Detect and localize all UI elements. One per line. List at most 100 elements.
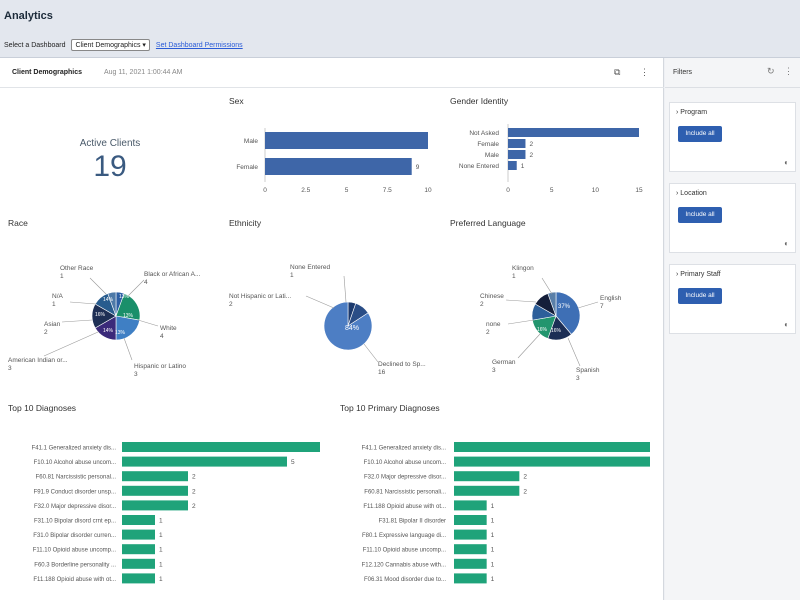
pie-slice <box>323 301 373 351</box>
pie-slice <box>547 291 557 317</box>
data-label: 2 <box>523 474 527 481</box>
category-label: F80.1 Expressive language di... <box>362 533 446 539</box>
category-label: Not Asked <box>469 130 499 137</box>
present-icon[interactable]: ⧉ <box>614 67 621 77</box>
slice-count: 3 <box>576 375 580 382</box>
leader-line <box>577 301 599 309</box>
category-label: F06.31 Mood disorder due to... <box>364 577 446 583</box>
filter-settings-icon[interactable]: ◐ <box>784 320 789 329</box>
category-label: F60.3 Borderline personality ... <box>34 562 116 568</box>
data-label: 2 <box>192 488 196 495</box>
slice-count: 2 <box>486 329 490 336</box>
category-label: None Entered <box>459 163 499 170</box>
bar <box>454 573 487 584</box>
bar <box>454 471 520 482</box>
more-options-icon[interactable]: ⋮ <box>784 66 793 76</box>
slice-count: 1 <box>290 272 294 279</box>
data-label: 9 <box>416 164 420 171</box>
category-label: F11.10 Opioid abuse uncomp... <box>363 548 447 554</box>
bar <box>454 500 487 511</box>
bar <box>265 158 412 175</box>
tick-label: 0 <box>506 187 510 194</box>
include-all-button[interactable]: Include all <box>678 288 722 304</box>
data-label: 2 <box>192 474 196 481</box>
more-options-icon[interactable]: ⋮ <box>640 67 649 77</box>
category-label: F32.0 Major depressive disor... <box>364 475 446 481</box>
tick-label: 10 <box>424 187 432 194</box>
dashboard-name: Client Demographics <box>12 69 83 76</box>
pie-slice <box>115 293 141 321</box>
bar <box>454 442 650 452</box>
dashboard-permissions-link[interactable]: Set Dashboard Permissions <box>155 41 243 49</box>
pie-slice <box>115 315 140 341</box>
dashboard-main: Client Demographics Aug 11, 2021 1:00:44… <box>0 58 664 600</box>
filter-card-program: › Program Include all ◐ <box>669 102 796 172</box>
leader-line <box>343 275 347 303</box>
leader-line <box>517 333 541 359</box>
bar <box>454 515 487 525</box>
slice-label: English <box>600 295 622 302</box>
category-label: F60.81 Narcissistic personal... <box>36 475 117 481</box>
filter-card-primary-staff: › Primary Staff Include all ◐ <box>669 264 796 334</box>
slice-percent-label: 13% <box>115 330 126 336</box>
data-label: 5 <box>291 459 295 466</box>
slice-count: 16 <box>378 369 386 376</box>
include-all-button[interactable]: Include all <box>678 207 722 223</box>
dashboard-select[interactable]: Client Demographics ▾ <box>71 39 150 51</box>
leader-line <box>89 277 107 295</box>
filters-header: Filters ↻ ⋮ <box>665 58 800 88</box>
slice-percent-label: 16% <box>537 327 548 333</box>
pie-slice <box>107 291 117 317</box>
category-label: Female <box>236 164 258 171</box>
data-label: 1 <box>491 547 495 554</box>
data-label: 1 <box>491 561 495 568</box>
filter-label-primary-staff: › Primary Staff <box>676 271 721 278</box>
data-label: 1 <box>159 576 163 583</box>
category-label: F10.10 Alcohol abuse uncom... <box>34 460 117 466</box>
refresh-icon[interactable]: ↻ <box>767 66 775 76</box>
data-label: 2 <box>523 488 527 495</box>
slice-count: 1 <box>512 273 516 280</box>
kpi-label: Active Clients <box>79 138 141 149</box>
tick-label: 10 <box>592 187 600 194</box>
category-label: F31.10 Bipolar disord crnt ep... <box>34 519 116 525</box>
bar <box>122 529 155 540</box>
slice-label: White <box>160 325 177 332</box>
category-label: F11.188 Opioid abuse with ot... <box>363 504 446 510</box>
data-label: 1 <box>491 532 495 539</box>
bar <box>122 471 188 482</box>
gender-title: Gender Identity <box>450 96 509 106</box>
category-label: F10.10 Alcohol abuse uncom... <box>364 460 447 466</box>
category-label: F12.120 Cannabis abuse with... <box>362 562 447 568</box>
dashboard-selector-label: Select a Dashboard <box>4 41 66 49</box>
dashboard-header: Client Demographics Aug 11, 2021 1:00:44… <box>0 58 664 88</box>
slice-count: 4 <box>160 333 164 340</box>
bar <box>508 161 517 170</box>
filter-settings-icon[interactable]: ◐ <box>784 158 789 167</box>
category-label: F32.0 Major depressive disor... <box>34 504 116 510</box>
slice-percent-label: 16% <box>551 328 562 334</box>
slice-count: 3 <box>492 367 496 374</box>
data-label: 1 <box>491 518 495 525</box>
kpi-value: 19 <box>93 150 127 183</box>
filters-panel: Filters ↻ ⋮ › Program Include all ◐ › Lo… <box>665 58 800 600</box>
tick-label: 5 <box>550 187 554 194</box>
bar <box>122 500 188 511</box>
filters-title: Filters <box>673 69 693 76</box>
filter-label-location: › Location <box>676 190 707 197</box>
category-label: F91.9 Conduct disorder unsp... <box>34 489 117 495</box>
data-label: 1 <box>159 532 163 539</box>
slice-count: 4 <box>144 279 148 286</box>
slice-label: Chinese <box>480 293 504 300</box>
category-label: F31.0 Bipolar disorder curren... <box>33 533 116 539</box>
leader-line <box>127 279 145 297</box>
category-label: Male <box>485 152 499 159</box>
category-label: F41.1 Generalized anxiety dis... <box>362 446 447 452</box>
include-all-button[interactable]: Include all <box>678 126 722 142</box>
bar <box>122 573 155 584</box>
leader-line <box>541 277 553 295</box>
filter-settings-icon[interactable]: ◐ <box>784 239 789 248</box>
bar <box>454 544 487 555</box>
slice-percent-label: 37% <box>558 304 571 310</box>
slice-percent-label: 14% <box>103 297 114 303</box>
